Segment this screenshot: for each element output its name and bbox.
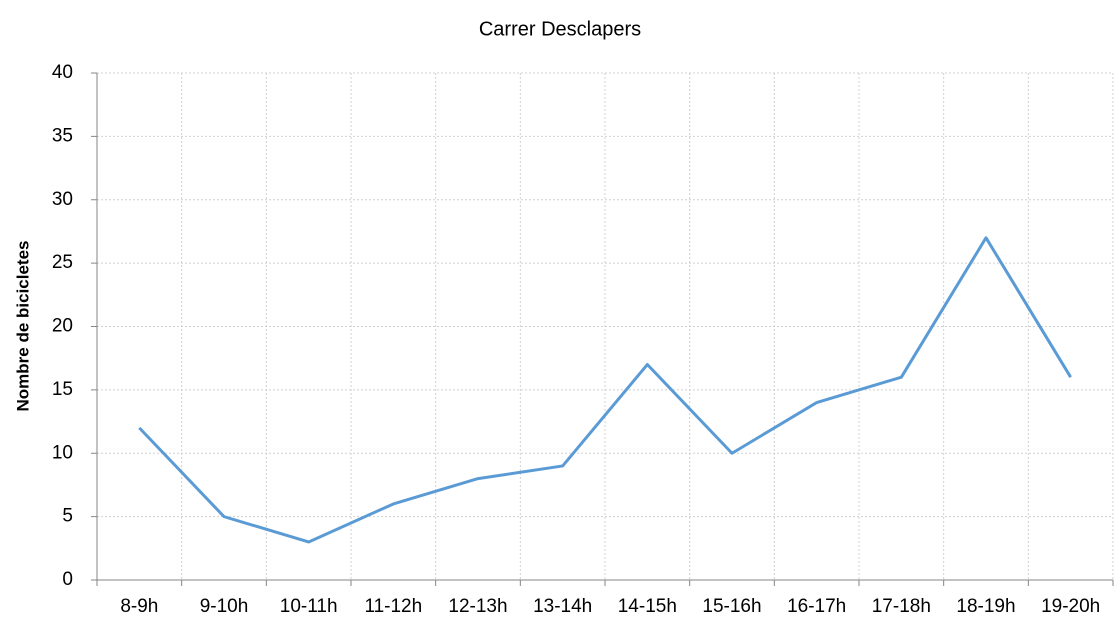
x-tick-label: 19-20h [1041, 596, 1100, 617]
x-tick-label: 15-16h [702, 596, 761, 617]
chart-title: Carrer Desclapers [479, 18, 641, 40]
x-tick-label: 11-12h [364, 596, 422, 617]
x-tick-label: 16-17h [787, 596, 846, 617]
y-tick-label: 25 [52, 252, 73, 273]
y-tick-label: 0 [62, 569, 73, 590]
x-tick-label: 13-14h [533, 596, 592, 617]
x-tick-label: 12-13h [448, 596, 507, 617]
data-line [138, 236, 1072, 544]
y-tick-label: 20 [52, 316, 73, 337]
x-tick-label: 17-18h [872, 596, 931, 617]
y-tick-label: 40 [52, 62, 73, 83]
y-tick-label: 5 [62, 506, 73, 527]
y-tick-label: 15 [52, 379, 73, 400]
y-tick-label: 30 [52, 189, 73, 210]
y-tick-label: 35 [52, 125, 73, 146]
y-tick-label: 10 [52, 442, 73, 463]
x-tick-label: 18-19h [956, 596, 1015, 617]
y-axis-label: Nombre de bicicletes [13, 240, 32, 411]
x-tick-label: 9-10h [200, 596, 249, 617]
x-tick-label: 14-15h [618, 596, 677, 617]
x-tick-label: 8-9h [120, 596, 158, 617]
x-tick-label: 10-11h [280, 596, 338, 617]
